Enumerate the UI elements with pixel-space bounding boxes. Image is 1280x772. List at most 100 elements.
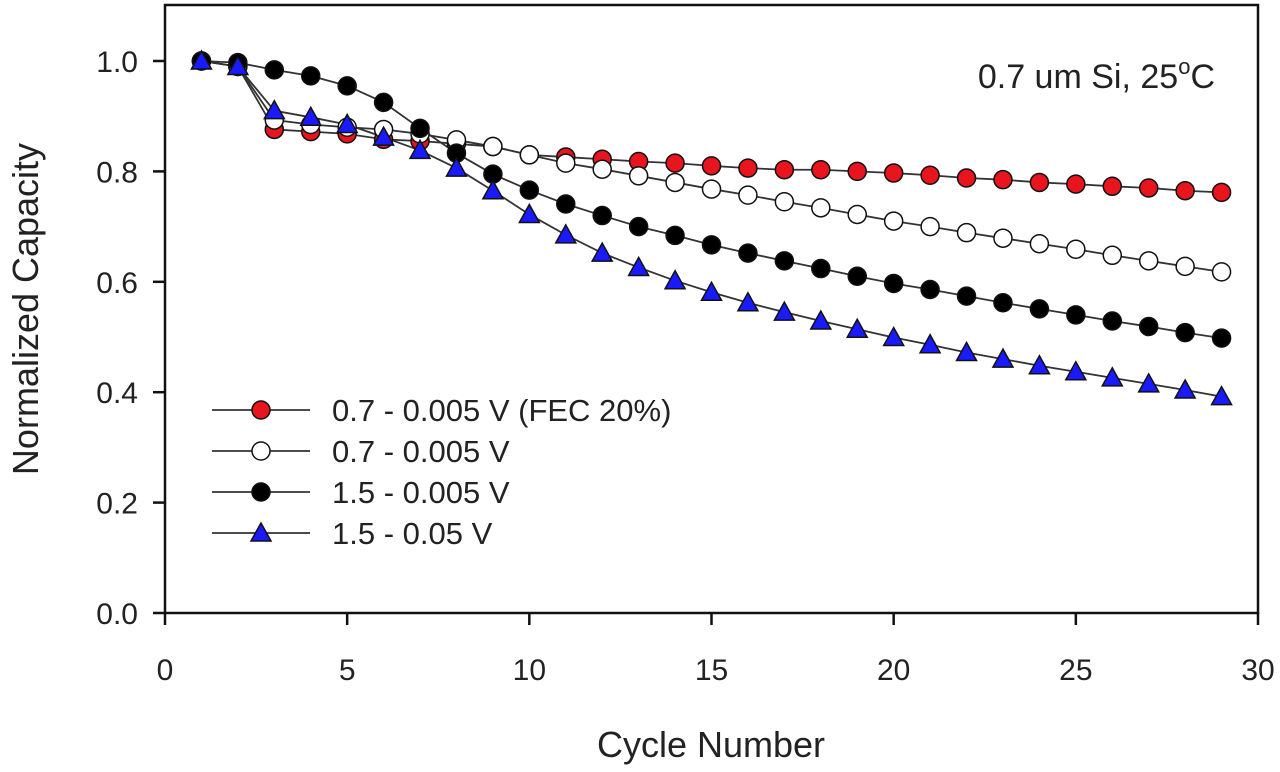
legend-marker xyxy=(251,482,271,502)
y-tick-label: 0.4 xyxy=(96,377,138,410)
x-tick-label: 30 xyxy=(1241,654,1274,687)
data-point-2 xyxy=(1102,311,1123,331)
data-point-3 xyxy=(299,105,323,127)
data-point-2 xyxy=(883,273,904,294)
x-tick-label: 5 xyxy=(339,654,356,687)
data-point-2 xyxy=(264,60,285,80)
y-tick-label: 0.8 xyxy=(96,156,138,189)
data-point-1 xyxy=(592,159,612,179)
data-point-3 xyxy=(263,99,286,120)
data-point-3 xyxy=(554,223,578,244)
data-point-2 xyxy=(811,258,831,279)
data-point-0 xyxy=(1029,172,1050,193)
data-point-3 xyxy=(590,241,614,262)
x-tick-label: 0 xyxy=(157,654,174,687)
data-point-2 xyxy=(628,216,649,237)
data-point-3 xyxy=(481,179,505,200)
legend-marker xyxy=(251,400,271,420)
data-point-2 xyxy=(1066,305,1086,325)
data-point-2 xyxy=(1029,299,1050,319)
data-point-1 xyxy=(1175,256,1195,277)
data-point-0 xyxy=(847,161,867,182)
data-point-2 xyxy=(738,243,758,263)
data-point-2 xyxy=(774,251,795,271)
legend-label: 0.7 - 0.005 V xyxy=(332,434,510,469)
y-tick-label: 0.2 xyxy=(96,488,138,521)
data-point-2 xyxy=(1175,322,1195,343)
data-point-0 xyxy=(738,158,758,178)
data-point-3 xyxy=(335,112,359,134)
data-point-3 xyxy=(991,347,1015,368)
data-point-1 xyxy=(774,192,795,212)
data-point-3 xyxy=(700,280,723,302)
series-line-3 xyxy=(201,60,1222,398)
legend-label: 1.5 - 0.05 V xyxy=(332,516,493,551)
data-point-3 xyxy=(190,49,213,70)
x-tick-label: 15 xyxy=(695,654,728,687)
x-tick-label: 10 xyxy=(513,654,546,687)
data-point-1 xyxy=(483,136,503,157)
data-point-0 xyxy=(701,156,722,176)
legend-marker xyxy=(249,521,273,542)
data-point-3 xyxy=(1173,378,1197,399)
data-point-3 xyxy=(918,333,942,354)
data-point-2 xyxy=(519,180,540,200)
data-point-2 xyxy=(956,286,977,306)
data-point-3 xyxy=(226,54,250,76)
data-point-2 xyxy=(847,266,867,287)
data-point-2 xyxy=(1138,316,1159,337)
data-point-1 xyxy=(1102,245,1123,266)
data-point-1 xyxy=(811,198,831,218)
data-point-0 xyxy=(1066,174,1086,194)
data-point-2 xyxy=(920,279,940,300)
data-point-1 xyxy=(1029,233,1050,254)
annotation: 0.7 um Si, 25oC xyxy=(978,54,1215,96)
data-point-2 xyxy=(1211,328,1232,348)
data-point-3 xyxy=(372,125,395,146)
x-axis-label: Cycle Number xyxy=(597,724,825,765)
data-point-2 xyxy=(592,205,612,226)
data-point-0 xyxy=(1138,178,1159,198)
data-point-3 xyxy=(845,317,869,339)
legend: 0.7 - 0.005 V (FEC 20%) 0.7 - 0.005 V 1.5 … xyxy=(212,393,671,551)
data-point-0 xyxy=(956,168,977,188)
data-point-2 xyxy=(373,92,394,113)
y-tick-label: 0.0 xyxy=(96,598,138,631)
y-tick-label: 1.0 xyxy=(96,46,138,79)
legend-label: 0.7 - 0.005 V (FEC 20%) xyxy=(332,393,671,428)
data-point-0 xyxy=(774,159,795,180)
data-point-3 xyxy=(809,309,833,330)
y-tick-label: 0.6 xyxy=(96,267,138,300)
data-point-3 xyxy=(773,300,796,321)
data-point-3 xyxy=(445,156,468,177)
data-point-3 xyxy=(518,202,541,224)
data-point-3 xyxy=(882,326,905,347)
data-point-1 xyxy=(701,179,722,199)
data-point-0 xyxy=(811,159,831,180)
x-tick-label: 25 xyxy=(1059,654,1092,687)
data-point-0 xyxy=(1175,180,1195,201)
data-point-2 xyxy=(410,118,430,139)
data-point-1 xyxy=(519,145,540,165)
data-point-2 xyxy=(701,235,722,255)
data-point-1 xyxy=(847,204,867,225)
data-point-3 xyxy=(1210,385,1233,406)
data-point-2 xyxy=(337,76,357,96)
data-point-1 xyxy=(920,216,940,237)
x-tick-label: 20 xyxy=(877,654,910,687)
data-point-1 xyxy=(1066,239,1086,259)
legend-label: 1.5 - 0.005 V xyxy=(332,475,510,510)
data-point-3 xyxy=(1064,360,1088,381)
data-point-0 xyxy=(920,165,940,186)
legend-marker xyxy=(251,441,271,461)
data-point-2 xyxy=(993,293,1013,313)
plot-frame xyxy=(163,3,1260,615)
data-point-1 xyxy=(738,185,758,205)
data-point-2 xyxy=(556,194,576,214)
data-point-3 xyxy=(408,138,432,160)
data-point-1 xyxy=(883,211,904,231)
data-point-3 xyxy=(736,291,760,312)
data-point-1 xyxy=(628,166,649,186)
data-point-3 xyxy=(1100,366,1124,387)
